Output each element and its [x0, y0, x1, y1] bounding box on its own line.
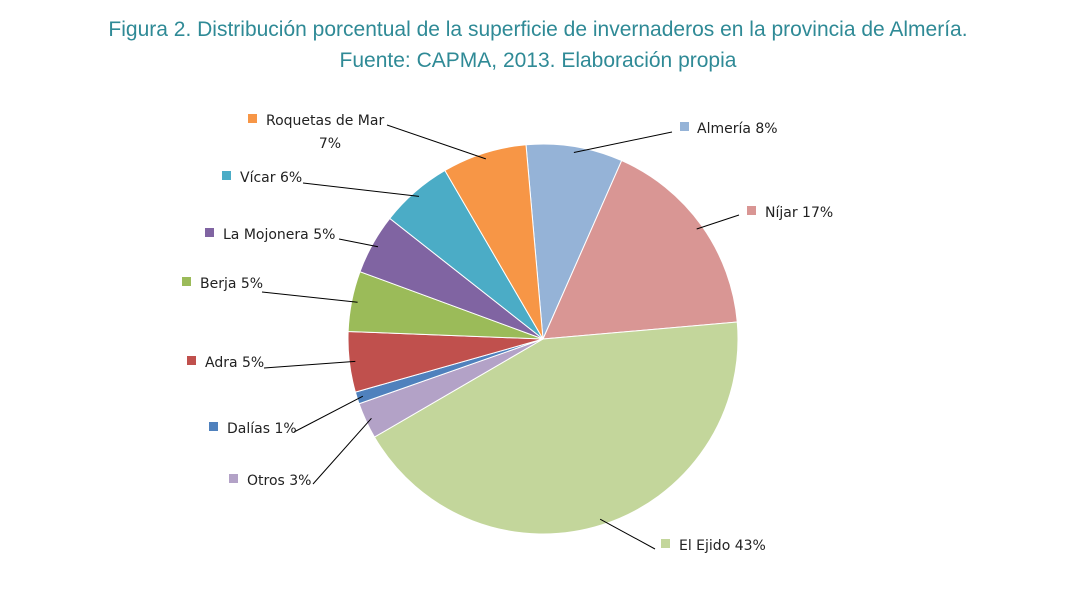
- label-swatch-el-ejido: [661, 539, 670, 548]
- leader-line-dalias: [293, 395, 364, 433]
- pie-slice-almeria: [525, 143, 623, 340]
- leader-line-roquetas-de-mar: [386, 124, 487, 160]
- label-swatch-vicar: [222, 171, 231, 180]
- leader-lines: [261, 124, 740, 550]
- slice-label-adra: Adra 5%: [205, 355, 264, 371]
- leader-line-nijar: [696, 214, 740, 230]
- leader-line-vicar: [302, 182, 420, 197]
- figure-caption: Figura 2. Distribución porcentual de la …: [0, 14, 1076, 76]
- caption-line-1: Figura 2. Distribución porcentual de la …: [108, 18, 968, 41]
- slice-label-roquetas-de-mar: Roquetas de Mar: [266, 113, 384, 129]
- label-swatch-berja: [182, 277, 191, 286]
- leader-line-otros: [312, 417, 372, 485]
- pie-slice-nijar: [542, 159, 738, 340]
- label-swatch-otros: [229, 474, 238, 483]
- leader-line-almeria: [573, 131, 673, 154]
- slice-labels: Almería 8% Níjar 17% El Ejido 43% Otros 3% D…: [182, 113, 833, 554]
- leader-line-adra: [263, 360, 356, 369]
- slice-label-la-mojonera: La Mojonera 5%: [223, 227, 335, 243]
- pie-slice-el-ejido: [373, 321, 739, 535]
- pie-slice-roquetas-de-mar: [444, 144, 544, 340]
- slice-label-dalias: Dalías 1%: [227, 421, 297, 437]
- slice-label-otros: Otros 3%: [247, 473, 311, 489]
- slice-label-el-ejido: El Ejido 43%: [679, 538, 766, 554]
- slice-label-nijar: Níjar 17%: [765, 205, 833, 221]
- slice-label-berja: Berja 5%: [200, 276, 263, 292]
- label-swatch-dalias: [209, 422, 218, 431]
- label-swatch-nijar: [747, 206, 756, 215]
- label-swatch-roquetas-de-mar: [248, 114, 257, 123]
- leader-line-berja: [261, 291, 358, 303]
- label-swatch-almeria: [680, 122, 689, 131]
- slice-label-vicar: Vícar 6%: [240, 170, 302, 186]
- caption-line-2: Fuente: CAPMA, 2013. Elaboración propia: [339, 49, 737, 72]
- leader-line-el-ejido: [599, 518, 656, 550]
- slice-label-roquetas-de-mar-line2: 7%: [319, 136, 341, 152]
- label-swatch-la-mojonera: [205, 228, 214, 237]
- slice-label-almeria: Almería 8%: [697, 121, 778, 137]
- leader-line-la-mojonera: [338, 238, 379, 248]
- label-swatch-adra: [187, 356, 196, 365]
- pie-slices: [347, 143, 739, 535]
